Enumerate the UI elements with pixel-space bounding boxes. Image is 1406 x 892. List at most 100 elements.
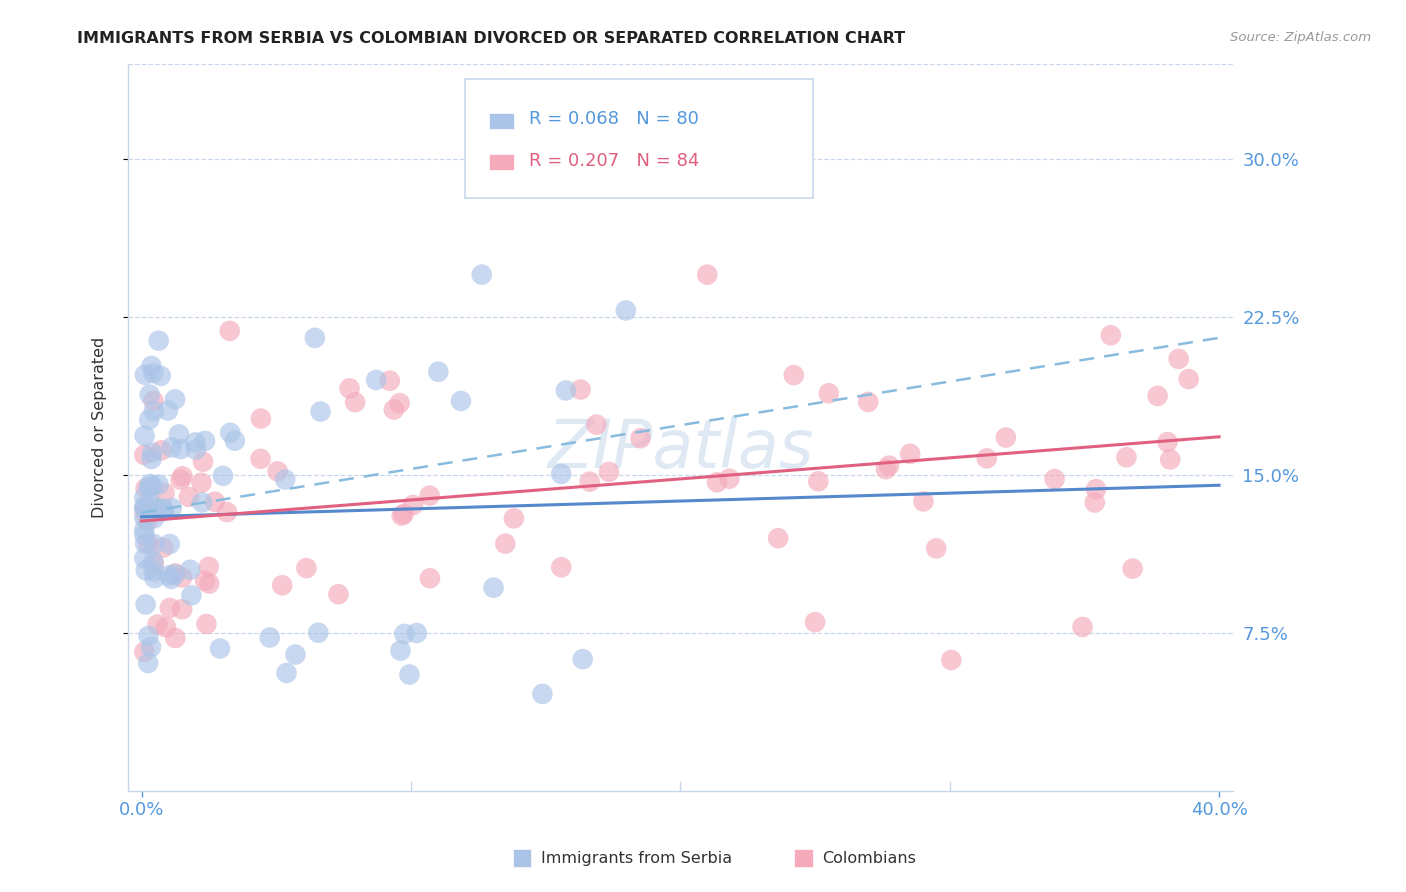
- Point: [405, 626, 427, 640]
- Text: ZIPatlas: ZIPatlas: [547, 417, 814, 483]
- Point: [138, 480, 160, 494]
- Point: [817, 386, 839, 401]
- Point: [155, 620, 177, 634]
- Point: [696, 268, 718, 282]
- Point: [134, 537, 156, 551]
- Point: [165, 566, 187, 581]
- Point: [184, 442, 207, 457]
- Point: [152, 541, 174, 555]
- Point: [284, 648, 307, 662]
- Point: [157, 568, 180, 582]
- Point: [148, 477, 170, 491]
- Point: [531, 687, 554, 701]
- Point: [139, 640, 162, 655]
- Point: [550, 467, 572, 481]
- Point: [191, 495, 214, 509]
- Point: [143, 571, 166, 585]
- Point: [134, 528, 156, 542]
- Point: [366, 373, 388, 387]
- Point: [1159, 452, 1181, 467]
- Point: [156, 403, 179, 417]
- Point: [136, 656, 159, 670]
- Point: [266, 464, 288, 478]
- Point: [135, 482, 157, 496]
- Point: [503, 511, 526, 525]
- Point: [224, 434, 246, 448]
- Point: [875, 462, 897, 476]
- Point: [994, 431, 1017, 445]
- Point: [142, 393, 165, 408]
- Point: [804, 615, 827, 629]
- Point: [134, 500, 156, 514]
- Point: [307, 625, 329, 640]
- Point: [344, 395, 367, 409]
- Point: [169, 473, 191, 487]
- Point: [134, 551, 156, 566]
- Text: IMMIGRANTS FROM SERBIA VS COLOMBIAN DIVORCED OR SEPARATED CORRELATION CHART: IMMIGRANTS FROM SERBIA VS COLOMBIAN DIVO…: [77, 31, 905, 46]
- Point: [172, 570, 194, 584]
- Point: [482, 581, 505, 595]
- Point: [219, 425, 242, 440]
- Point: [389, 643, 412, 657]
- Point: [146, 617, 169, 632]
- Point: [569, 383, 592, 397]
- FancyBboxPatch shape: [489, 112, 513, 128]
- Point: [152, 502, 174, 516]
- Point: [148, 500, 170, 515]
- Point: [134, 510, 156, 524]
- Point: [160, 441, 183, 455]
- Point: [135, 598, 157, 612]
- Point: [1115, 450, 1137, 465]
- Point: [259, 631, 281, 645]
- Point: [197, 559, 219, 574]
- Point: [925, 541, 948, 556]
- Point: [160, 501, 183, 516]
- Point: [198, 576, 221, 591]
- Point: [135, 563, 157, 577]
- Point: [249, 451, 271, 466]
- Point: [149, 368, 172, 383]
- Point: [141, 452, 163, 467]
- Point: [143, 511, 166, 525]
- Point: [142, 555, 165, 569]
- Text: R = 0.207   N = 84: R = 0.207 N = 84: [529, 152, 699, 169]
- Point: [136, 513, 159, 527]
- Point: [139, 477, 162, 491]
- FancyBboxPatch shape: [465, 78, 813, 199]
- Point: [1167, 351, 1189, 366]
- Point: [706, 475, 728, 490]
- Point: [271, 578, 294, 592]
- Point: [550, 560, 572, 574]
- Point: [142, 479, 165, 493]
- Point: [134, 505, 156, 519]
- Text: R = 0.068   N = 80: R = 0.068 N = 80: [529, 110, 699, 128]
- Point: [190, 475, 212, 490]
- Point: [134, 448, 156, 462]
- Point: [141, 446, 163, 460]
- Point: [976, 451, 998, 466]
- Point: [191, 455, 214, 469]
- Point: [388, 396, 411, 410]
- Point: [218, 324, 240, 338]
- Point: [143, 537, 166, 551]
- Point: [912, 494, 935, 508]
- Point: [150, 443, 173, 458]
- Point: [134, 500, 156, 515]
- Point: [571, 652, 593, 666]
- Point: [134, 645, 156, 659]
- Point: [172, 469, 194, 483]
- Point: [419, 489, 441, 503]
- Point: [134, 523, 156, 537]
- Point: [138, 629, 160, 643]
- Point: [398, 667, 420, 681]
- Point: [163, 567, 186, 582]
- Point: [215, 505, 238, 519]
- Text: Colombians: Colombians: [823, 851, 917, 865]
- Point: [179, 563, 201, 577]
- Point: [718, 472, 741, 486]
- Y-axis label: Divorced or Separated: Divorced or Separated: [93, 336, 107, 518]
- Point: [614, 303, 637, 318]
- Point: [172, 602, 194, 616]
- Point: [877, 458, 900, 473]
- Point: [1177, 372, 1199, 386]
